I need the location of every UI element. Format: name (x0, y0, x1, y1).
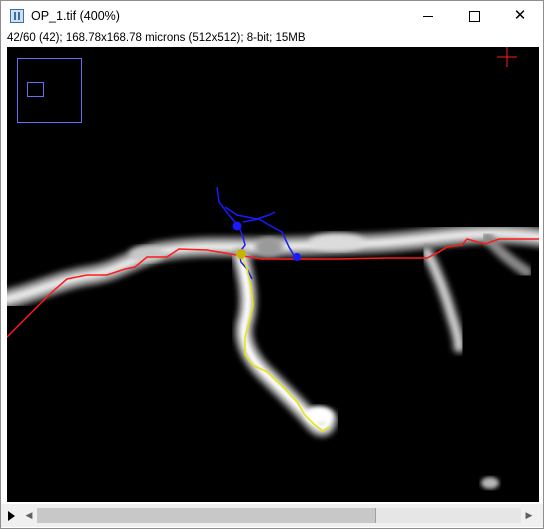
slider-track[interactable] (37, 508, 521, 523)
crosshair-cursor-icon (497, 47, 517, 67)
image-info-line: 42/60 (42); 168.78x168.78 microns (512x5… (7, 32, 306, 44)
minimize-button[interactable] (405, 1, 451, 32)
navigator-inset[interactable] (17, 58, 82, 123)
stack-slider[interactable]: ◀ ▶ (1, 504, 543, 527)
blue-trace (216, 186, 301, 280)
slider-fill[interactable] (37, 508, 376, 523)
title-bar[interactable]: OP_1.tif (400%) ✕ (1, 1, 543, 32)
play-icon[interactable] (8, 511, 15, 521)
close-button[interactable]: ✕ (497, 1, 543, 32)
yellow-trace (236, 249, 330, 432)
close-icon: ✕ (513, 7, 527, 24)
image-canvas[interactable] (7, 47, 539, 502)
slider-thumb-edge[interactable] (375, 508, 376, 523)
window-title: OP_1.tif (400%) (31, 9, 120, 23)
imagej-icon (10, 9, 24, 23)
minimize-icon (423, 15, 433, 17)
maximize-button[interactable] (451, 1, 497, 32)
chevron-left-icon[interactable]: ◀ (25, 510, 33, 520)
chevron-right-icon[interactable]: ▶ (525, 510, 533, 520)
maximize-icon (468, 10, 480, 22)
